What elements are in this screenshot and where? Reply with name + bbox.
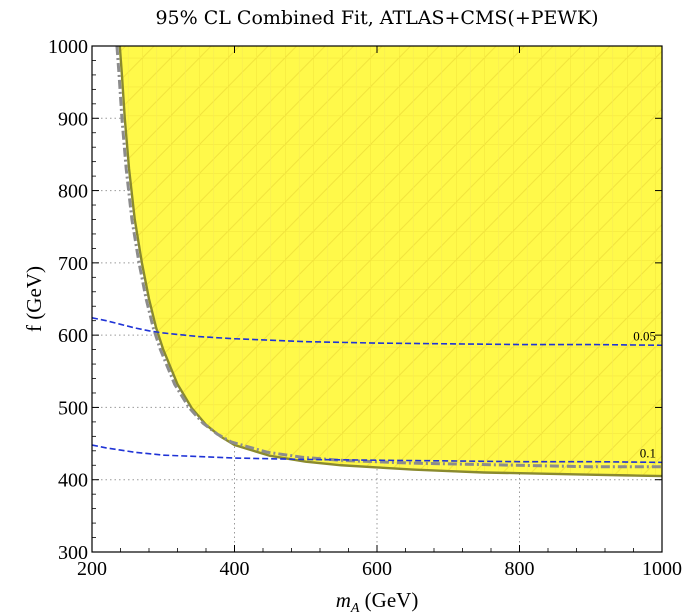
axis-ticks: 200 400 600 800 1000 300 400 500 600 700 800 900 100…	[48, 36, 682, 580]
series-lines	[92, 46, 662, 478]
contour-label-0-1: 0.1	[640, 445, 656, 460]
series-line-0-05	[92, 317, 662, 347]
x-axis-label-main: m	[336, 588, 351, 612]
allowed-region-hatch	[119, 46, 662, 477]
contour-label-0-05: 0.05	[633, 328, 656, 343]
allowed-region	[119, 46, 662, 477]
y-axis-label: f (GeV)	[22, 266, 46, 332]
x-axis-label-unit: (GeV)	[359, 588, 418, 612]
x-tick-label-1000: 1000	[642, 558, 682, 580]
y-tick-label-1000: 1000	[48, 36, 88, 58]
y-tick-label-700: 700	[58, 253, 88, 275]
y-tick-label-500: 500	[58, 397, 88, 419]
x-tick-label-200: 200	[77, 558, 107, 580]
y-tick-label-400: 400	[58, 470, 88, 492]
contour-labels: 0.05 0.1	[633, 328, 656, 460]
series-line-allowed-region-boundary	[118, 46, 662, 478]
x-tick-label-800: 800	[505, 558, 535, 580]
x-axis-label-sub: A	[350, 601, 360, 613]
chart-title: 95% CL Combined Fit, ATLAS+CMS(+PEWK)	[155, 7, 598, 29]
y-tick-label-300: 300	[58, 542, 88, 564]
x-tick-label-400: 400	[220, 558, 250, 580]
y-tick-label-900: 900	[58, 108, 88, 130]
x-axis-label: mA (GeV)	[336, 588, 419, 613]
y-tick-label-600: 600	[58, 325, 88, 347]
y-tick-label-800: 800	[58, 181, 88, 203]
x-tick-label-600: 600	[362, 558, 392, 580]
